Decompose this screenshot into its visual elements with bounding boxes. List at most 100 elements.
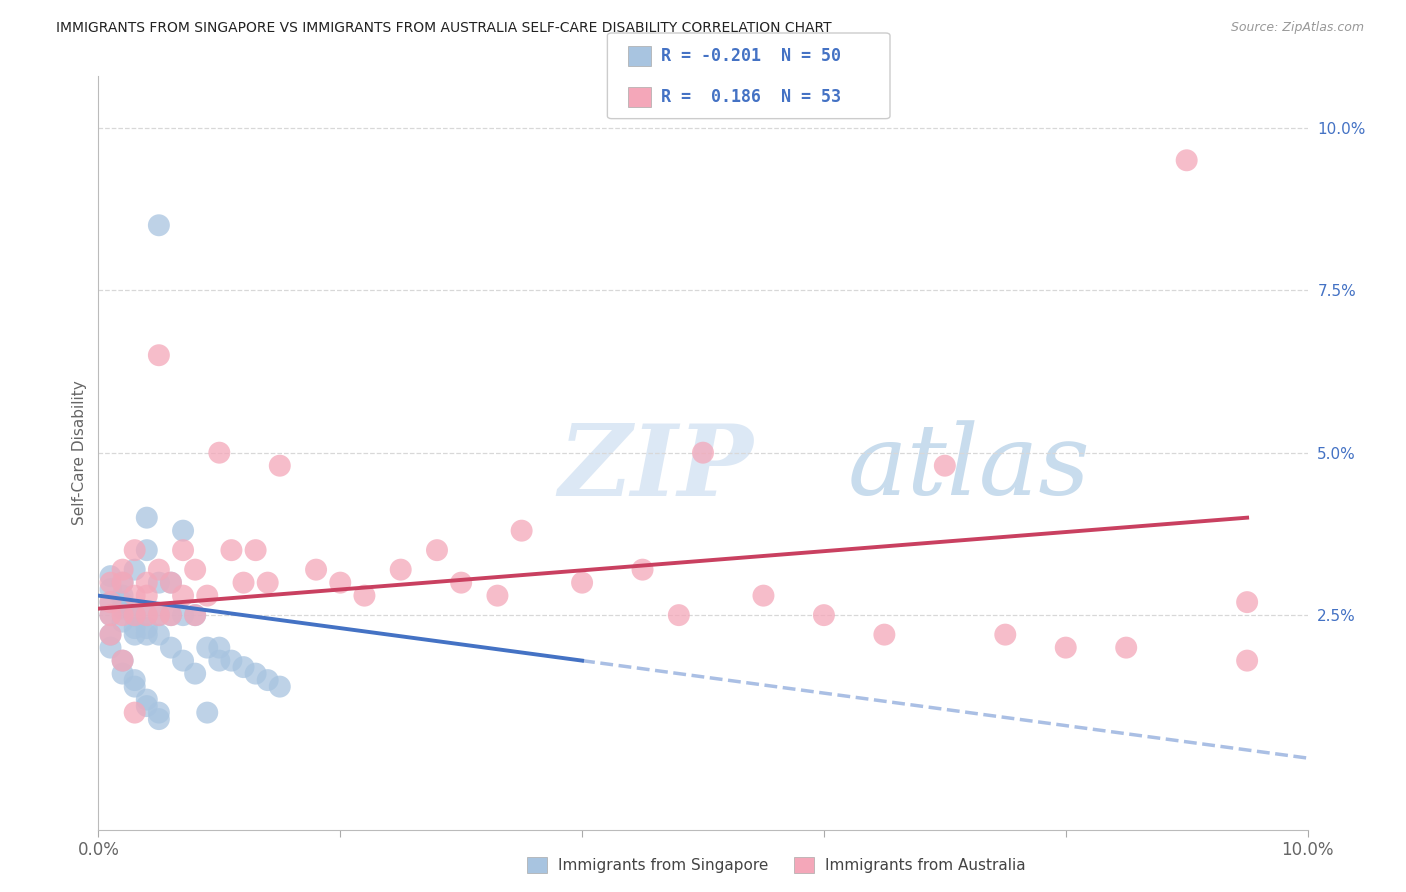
Point <box>148 712 170 726</box>
Point <box>111 666 134 681</box>
Point <box>160 640 183 655</box>
Point <box>111 595 134 609</box>
Point <box>148 563 170 577</box>
Point <box>256 673 278 687</box>
Text: IMMIGRANTS FROM SINGAPORE VS IMMIGRANTS FROM AUSTRALIA SELF-CARE DISABILITY CORR: IMMIGRANTS FROM SINGAPORE VS IMMIGRANTS … <box>56 21 832 35</box>
Point <box>124 589 146 603</box>
Point <box>873 627 896 641</box>
Point <box>124 608 146 623</box>
Point <box>172 654 194 668</box>
Point <box>135 589 157 603</box>
Point <box>100 595 122 609</box>
Point <box>571 575 593 590</box>
Text: R =  0.186  N = 53: R = 0.186 N = 53 <box>661 88 841 106</box>
Point <box>111 589 134 603</box>
Point <box>135 608 157 623</box>
Point <box>100 595 122 609</box>
Point <box>100 627 122 641</box>
Point <box>100 569 122 583</box>
Point <box>1054 640 1077 655</box>
Point <box>111 654 134 668</box>
Point <box>208 445 231 460</box>
Text: Immigrants from Australia: Immigrants from Australia <box>825 858 1026 872</box>
Point <box>100 582 122 596</box>
Point <box>245 543 267 558</box>
Point <box>124 706 146 720</box>
Point <box>195 640 218 655</box>
Point <box>184 608 207 623</box>
Point <box>184 666 207 681</box>
Point <box>111 608 134 623</box>
Point <box>426 543 449 558</box>
Point <box>305 563 328 577</box>
Point <box>148 348 170 362</box>
Point <box>148 706 170 720</box>
Point <box>100 608 122 623</box>
Point <box>160 608 183 623</box>
Point <box>135 699 157 714</box>
Point <box>269 458 291 473</box>
Point <box>124 608 146 623</box>
Point <box>195 706 218 720</box>
Point <box>135 510 157 524</box>
Text: Source: ZipAtlas.com: Source: ZipAtlas.com <box>1230 21 1364 34</box>
Point <box>148 575 170 590</box>
Point <box>195 589 218 603</box>
Y-axis label: Self-Care Disability: Self-Care Disability <box>72 380 87 525</box>
Point <box>100 608 122 623</box>
Point <box>111 654 134 668</box>
Point <box>135 543 157 558</box>
Point <box>184 608 207 623</box>
Point <box>994 627 1017 641</box>
Point <box>100 640 122 655</box>
Point <box>111 575 134 590</box>
Point <box>631 563 654 577</box>
Point <box>148 627 170 641</box>
Point <box>232 575 254 590</box>
Point <box>100 575 122 590</box>
Point <box>172 589 194 603</box>
Point <box>389 563 412 577</box>
Point <box>1175 153 1198 168</box>
Point <box>1236 595 1258 609</box>
Point <box>269 680 291 694</box>
Point <box>135 575 157 590</box>
Point <box>245 666 267 681</box>
Text: Immigrants from Singapore: Immigrants from Singapore <box>558 858 769 872</box>
Point <box>124 680 146 694</box>
Point <box>752 589 775 603</box>
Point <box>486 589 509 603</box>
Point <box>100 627 122 641</box>
Point <box>124 543 146 558</box>
Point <box>172 524 194 538</box>
Point <box>329 575 352 590</box>
Point <box>232 660 254 674</box>
Point <box>135 608 157 623</box>
Point <box>221 654 243 668</box>
Text: atlas: atlas <box>848 420 1091 516</box>
Point <box>124 627 146 641</box>
Point <box>450 575 472 590</box>
Point <box>111 601 134 615</box>
Point <box>208 654 231 668</box>
Point <box>934 458 956 473</box>
Point <box>124 608 146 623</box>
Point <box>172 608 194 623</box>
Point <box>160 608 183 623</box>
Point <box>160 575 183 590</box>
Point <box>1115 640 1137 655</box>
Point <box>135 627 157 641</box>
Point <box>111 615 134 629</box>
Point <box>184 563 207 577</box>
Point <box>135 692 157 706</box>
Point <box>510 524 533 538</box>
Point <box>148 608 170 623</box>
Point <box>124 673 146 687</box>
Point <box>256 575 278 590</box>
Point <box>160 575 183 590</box>
Point <box>813 608 835 623</box>
Point <box>148 608 170 623</box>
Point <box>111 575 134 590</box>
Point <box>1236 654 1258 668</box>
Point <box>221 543 243 558</box>
